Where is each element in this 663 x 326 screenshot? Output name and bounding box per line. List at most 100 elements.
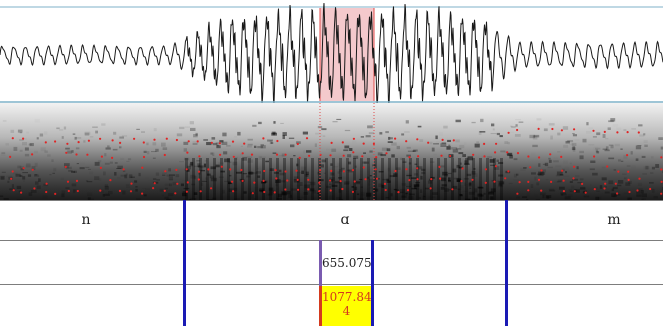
- formant-dot: [341, 187, 344, 191]
- spectrogram-speck: [68, 170, 73, 172]
- spectrogram-speck: [462, 190, 468, 192]
- tier2-value[interactable]: 655.075: [322, 256, 372, 270]
- segment-label-m[interactable]: m: [607, 212, 621, 228]
- spectrogram-speck: [353, 155, 359, 159]
- spectrogram-speck: [413, 149, 418, 152]
- formant-dot: [45, 190, 48, 194]
- point-boundary-right[interactable]: [371, 240, 374, 326]
- spectrogram-speck: [334, 181, 341, 184]
- glottal-striation: [269, 158, 272, 200]
- spectrogram-speck: [331, 148, 337, 152]
- boundary-a-m[interactable]: [505, 200, 508, 326]
- spectrogram-speck: [226, 145, 231, 147]
- spectrogram-speck: [531, 153, 535, 156]
- spectrogram-speck: [28, 143, 32, 146]
- segment-label-a[interactable]: ɑ: [340, 212, 350, 228]
- spectrogram-speck: [443, 125, 448, 129]
- spectrogram-speck: [176, 133, 183, 137]
- glottal-striation: [241, 158, 244, 200]
- spectrogram-speck: [29, 143, 34, 147]
- spectrogram-speck: [219, 140, 224, 143]
- spectrogram-speck: [448, 144, 451, 146]
- spectrogram-speck: [47, 154, 51, 157]
- spectrogram-speck: [643, 166, 650, 170]
- formant-dot: [606, 165, 609, 168]
- spectrogram-speck: [440, 143, 447, 147]
- spectrogram-speck: [232, 161, 238, 166]
- spectrogram-speck: [623, 192, 630, 195]
- spectrogram-speck: [312, 197, 316, 200]
- spectrogram-speck: [459, 144, 465, 149]
- spectrogram-speck: [234, 136, 237, 138]
- spectrogram-speck: [200, 182, 204, 186]
- spectrogram-speck: [203, 163, 206, 168]
- spectrogram-speck: [189, 121, 194, 125]
- spectrogram-speck: [419, 189, 423, 193]
- spectrogram-speck: [262, 181, 267, 183]
- spectrogram-speck: [102, 193, 105, 197]
- formant-dot: [67, 189, 70, 193]
- formant-dot: [364, 178, 367, 181]
- formant-dot: [352, 137, 355, 140]
- glottal-striation: [500, 158, 503, 200]
- spectrogram-speck: [579, 150, 584, 154]
- textgrid-tiers[interactable]: n ɑ m 655.075 1077.84 4: [0, 200, 663, 326]
- spectrogram-speck: [291, 188, 297, 191]
- spectrogram-speck: [548, 159, 552, 163]
- spectrogram-speck: [136, 128, 140, 130]
- spectrogram-speck: [601, 166, 606, 169]
- spectrogram-speck: [119, 136, 124, 139]
- spectrogram-speck: [458, 166, 463, 169]
- spectrogram-speck: [280, 122, 284, 124]
- spectrogram-speck: [452, 149, 459, 153]
- spectrogram-speck: [152, 157, 156, 159]
- point-boundary-left[interactable]: [319, 240, 322, 326]
- spectrogram-speck: [83, 140, 86, 143]
- formant-dot: [164, 170, 167, 173]
- spectrogram-speck: [548, 123, 555, 126]
- spectrogram-speck: [79, 162, 85, 164]
- formant-dot: [538, 156, 541, 159]
- spectrogram-speck: [421, 168, 426, 172]
- tier3-value-highlight[interactable]: 1077.84 4: [322, 286, 372, 326]
- spectrogram-speck: [507, 141, 510, 145]
- formant-dot: [111, 139, 114, 142]
- waveform-panel[interactable]: [0, 0, 663, 103]
- spectrogram-speck: [538, 171, 544, 176]
- spectrogram-speck: [406, 146, 411, 149]
- waveform-display[interactable]: [0, 0, 663, 103]
- spectrogram-speck: [341, 167, 345, 170]
- spectrogram-speck: [425, 187, 431, 190]
- spectrogram-speck: [242, 173, 248, 175]
- spectrogram-speck: [455, 148, 462, 150]
- spectrogram-speck: [490, 164, 495, 166]
- spectrogram-speck: [260, 144, 264, 146]
- tier-separator-2: [0, 284, 663, 285]
- spectrogram-speck: [243, 191, 247, 194]
- spectrogram-speck: [259, 187, 265, 191]
- spectrogram-speck: [318, 179, 324, 182]
- formant-dot: [185, 168, 188, 171]
- spectrogram-speck: [338, 198, 344, 200]
- spectrogram-speck: [617, 184, 622, 187]
- spectrogram-speck: [296, 163, 299, 167]
- spectrogram-speck: [206, 199, 213, 200]
- spectrogram-speck: [182, 191, 188, 194]
- spectrogram-panel[interactable]: [0, 103, 663, 200]
- spectrogram-speck: [328, 183, 332, 185]
- spectrogram-speck: [143, 150, 147, 153]
- formant-dot: [560, 129, 564, 132]
- spectrogram-speck: [44, 131, 48, 134]
- formant-dot: [561, 169, 564, 172]
- formant-dot: [562, 190, 566, 193]
- segment-label-n[interactable]: n: [81, 212, 91, 228]
- spectrogram-speck: [85, 166, 90, 168]
- spectrogram-speck: [6, 175, 13, 178]
- boundary-n-a[interactable]: [183, 200, 186, 326]
- spectrogram-speck: [75, 147, 80, 150]
- spectrogram-speck: [109, 161, 113, 164]
- spectrogram-display[interactable]: [0, 103, 663, 200]
- spectrogram-speck: [22, 172, 28, 174]
- glottal-striation: [402, 158, 405, 200]
